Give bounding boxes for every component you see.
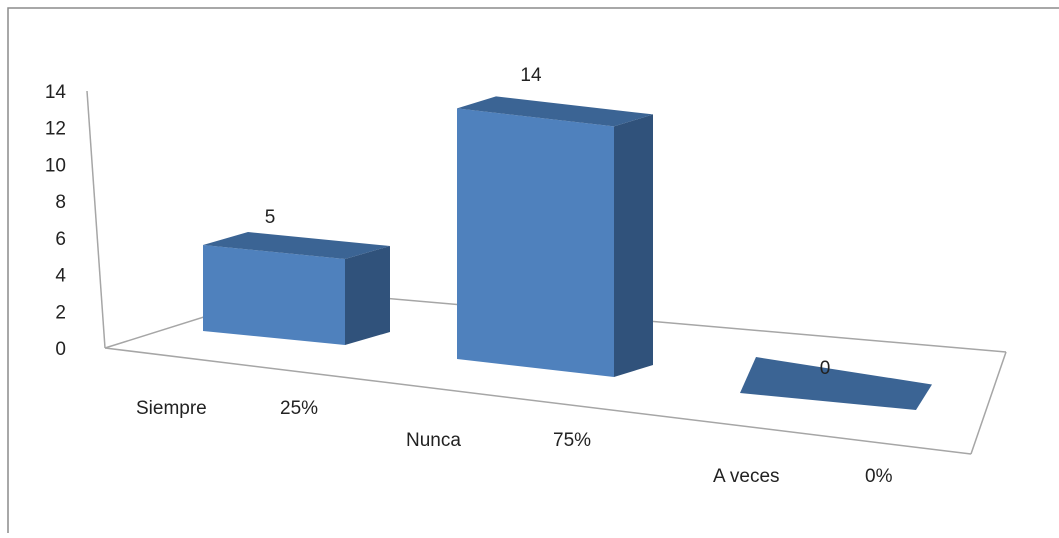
- bar-siempre: [203, 232, 390, 345]
- y-tick-label: 14: [45, 82, 67, 103]
- chart-border: [7, 7, 1059, 533]
- category-label: A veces: [713, 466, 780, 487]
- y-tick-label: 0: [55, 339, 66, 360]
- y-axis-line: [86, 90, 106, 349]
- category-percent-label: 25%: [280, 398, 318, 419]
- category-percent-label: 75%: [553, 430, 591, 451]
- category-labels: Siempre 25% Nunca 75% A veces 0%: [136, 398, 893, 487]
- data-labels: 5 14 0: [265, 65, 831, 379]
- category-percent-label: 0%: [865, 466, 893, 487]
- bar-front-face: [457, 108, 614, 378]
- bar-side-face: [614, 114, 653, 378]
- category-label: Nunca: [406, 430, 461, 451]
- bar-top-face: [203, 232, 390, 259]
- bar-top-face: [740, 357, 932, 410]
- data-label: 5: [265, 207, 276, 228]
- bar-a-veces: [740, 357, 932, 410]
- y-tick-label: 10: [45, 155, 66, 176]
- y-tick-labels: 0 2 4 6 8 10 12 14: [45, 82, 67, 360]
- y-tick-label: 8: [55, 192, 66, 213]
- data-label: 0: [820, 358, 831, 379]
- bar-top-face: [457, 96, 653, 127]
- floor-right-edge: [970, 351, 1007, 455]
- bar-side-face: [345, 246, 390, 345]
- floor-front-edge: [104, 347, 972, 455]
- data-label: 14: [520, 65, 542, 86]
- bar-nunca: [457, 96, 653, 378]
- bars-group: [203, 96, 932, 410]
- bar-front-face: [203, 245, 345, 345]
- y-tick-label: 6: [55, 229, 66, 250]
- y-tick-label: 4: [55, 266, 66, 287]
- y-tick-label: 2: [55, 302, 66, 323]
- y-tick-label: 12: [45, 119, 66, 140]
- category-label: Siempre: [136, 398, 207, 419]
